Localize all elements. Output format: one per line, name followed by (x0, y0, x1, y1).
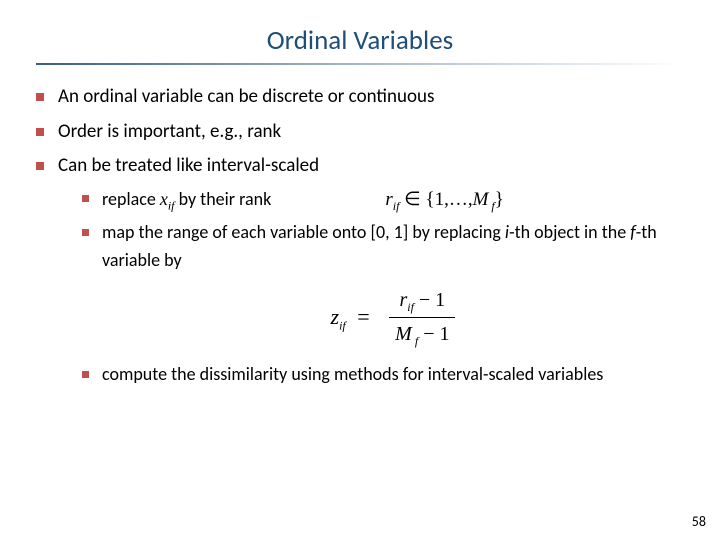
eq2-den-var: M (395, 323, 412, 345)
sub-bullet-1-var-sub: if (168, 198, 175, 212)
sub-bullet-3-text: compute the dissimilarity using methods … (102, 363, 603, 385)
eq2-lhs: zif = (331, 304, 382, 329)
sub-bullet-1-suffix: by their rank (175, 188, 272, 210)
sub-bullet-2-prefix: map the range of each variable onto [0, … (102, 221, 505, 243)
bullet-2-text: Order is important, e.g., rank (58, 120, 281, 143)
bullet-3: Can be treated like interval-scaled repl… (36, 152, 684, 389)
bullet-1: An ordinal variable can be discrete or c… (36, 83, 684, 112)
eq2-den-tail: − 1 (418, 323, 449, 345)
sub-bullet-3: compute the dissimilarity using methods … (82, 361, 684, 389)
sub-bullet-list: replace xif by their rank rif ∈ {1,…,M f… (58, 185, 684, 389)
eq2-lhs-var: z (331, 304, 340, 329)
eq1-lhs-sub: if (393, 198, 400, 212)
bullet-list: An ordinal variable can be discrete or c… (36, 83, 684, 389)
page-number: 58 (692, 513, 706, 530)
sub-bullet-2: map the range of each variable onto [0, … (82, 219, 684, 351)
title-underline (36, 63, 684, 65)
eq2-fraction: rif − 1 M f − 1 (389, 285, 455, 351)
eq1-M: M (473, 189, 489, 210)
eq2-num-sub: if (407, 300, 414, 314)
sub-bullet-2-mid: -th object in the (509, 221, 630, 243)
eq1-lhs-var: r (385, 189, 392, 210)
eq2-num: rif − 1 (389, 285, 455, 319)
bullet-3-text: Can be treated like interval-scaled (58, 154, 319, 177)
sub-bullet-1-var: x (160, 189, 168, 209)
eq2-num-tail: − 1 (414, 289, 445, 311)
bullet-1-text: An ordinal variable can be discrete or c… (58, 85, 434, 108)
slide: Ordinal Variables An ordinal variable ca… (0, 0, 720, 540)
eq2-eq: = (357, 304, 369, 329)
eq1-set-open: ∈ {1,…, (404, 189, 472, 210)
display-equation: zif = rif − 1 M f − 1 (102, 285, 684, 351)
eq2-den: M f − 1 (389, 318, 455, 351)
sub-bullet-1-prefix: replace (102, 188, 160, 210)
sub-bullet-1: replace xif by their rank rif ∈ {1,…,M f… (82, 185, 684, 215)
eq2-lhs-sub: if (339, 319, 346, 333)
slide-title: Ordinal Variables (36, 24, 684, 57)
eq1-set-close: } (495, 189, 504, 210)
bullet-2: Order is important, e.g., rank (36, 118, 684, 147)
inline-equation: rif ∈ {1,…,M f} (385, 185, 504, 215)
